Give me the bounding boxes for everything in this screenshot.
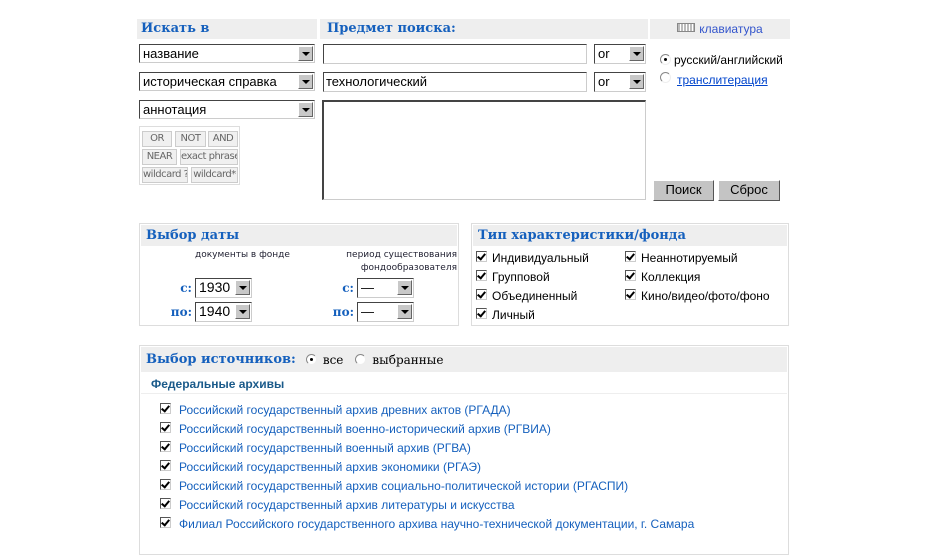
sources-all-label: все xyxy=(322,352,344,367)
source-link[interactable]: Российский государственный архив древних… xyxy=(179,403,511,417)
source-checkbox[interactable] xyxy=(160,517,171,528)
op-near-button[interactable]: NEAR xyxy=(142,149,177,165)
type-checkbox[interactable] xyxy=(625,251,636,262)
sources-all-radio[interactable] xyxy=(305,354,317,365)
type-checkbox[interactable] xyxy=(476,289,487,300)
chevron-down-icon xyxy=(629,74,644,89)
source-link[interactable]: Российский государственный архив экономи… xyxy=(179,460,482,474)
type-checkbox[interactable] xyxy=(476,251,487,262)
reset-button[interactable]: Сброс xyxy=(718,180,780,201)
chevron-down-icon xyxy=(397,304,412,319)
type-title: Тип характеристики/фонда xyxy=(473,225,787,246)
source-checkbox[interactable] xyxy=(160,498,171,509)
field-select-3[interactable]: аннотация xyxy=(139,100,315,119)
period-from-label: с: xyxy=(342,281,354,295)
search-term-1[interactable] xyxy=(323,44,587,64)
sources-header: Выбор источников: все выбранные xyxy=(141,347,787,372)
keyboard-link[interactable]: клавиатура xyxy=(650,19,790,39)
op-wildcard-q-button[interactable]: wildcard ? xyxy=(142,167,188,183)
period-from-select[interactable]: — xyxy=(357,278,414,298)
type-checkbox[interactable] xyxy=(625,289,636,300)
period-label-2: фондообразователя xyxy=(360,263,457,273)
type-label: Объединенный xyxy=(492,289,578,303)
source-checkbox[interactable] xyxy=(160,422,171,433)
chevron-down-icon xyxy=(298,74,313,89)
period-to-label: по: xyxy=(332,305,354,319)
lang-ru-en-radio[interactable] xyxy=(660,54,671,65)
keyboard-icon xyxy=(677,23,696,32)
field-select-1[interactable]: название xyxy=(139,44,315,63)
source-link[interactable]: Филиал Российского государственного архи… xyxy=(179,517,695,531)
chevron-down-icon xyxy=(235,280,250,295)
type-label: Индивидуальный xyxy=(492,251,589,265)
date-panel xyxy=(139,223,459,326)
source-checkbox[interactable] xyxy=(160,441,171,452)
op-not-button[interactable]: NOT xyxy=(175,131,206,147)
source-link[interactable]: Российский государственный военно-истори… xyxy=(179,422,551,436)
operator-buttons-panel xyxy=(139,126,240,185)
search-textarea[interactable] xyxy=(322,100,646,200)
type-label: Кино/видео/фото/фоно xyxy=(641,289,770,303)
search-in-header: Искать в xyxy=(137,19,317,39)
type-panel xyxy=(471,223,789,326)
search-button[interactable]: Поиск xyxy=(653,180,714,201)
divider xyxy=(141,393,787,394)
type-label: Неаннотируемый xyxy=(641,251,738,265)
doc-to-label: по: xyxy=(170,305,192,319)
source-link[interactable]: Российский государственный архив социаль… xyxy=(179,479,629,493)
lang-ru-en-label: русский/английский xyxy=(674,53,783,67)
sources-title: Выбор источников: xyxy=(146,352,296,367)
source-link[interactable]: Российский государственный архив литерат… xyxy=(179,498,515,512)
chevron-down-icon xyxy=(298,46,313,61)
doc-from-label: с: xyxy=(180,281,192,295)
period-to-select[interactable]: — xyxy=(357,302,414,322)
doc-from-select[interactable]: 1930 xyxy=(195,278,252,298)
type-label: Личный xyxy=(492,308,535,322)
sources-selected-label: выбранные xyxy=(372,352,444,367)
field-select-2[interactable]: историческая справка xyxy=(139,72,315,91)
sources-selected-radio[interactable] xyxy=(355,354,367,365)
search-subject-header: Предмет поиска: xyxy=(320,19,648,39)
op-or-button[interactable]: OR xyxy=(142,131,172,147)
type-label: Групповой xyxy=(492,270,550,284)
op-wildcard-star-button[interactable]: wildcard* xyxy=(191,167,238,183)
docs-in-fond-label: документы в фонде xyxy=(195,250,290,260)
source-checkbox[interactable] xyxy=(160,403,171,414)
chevron-down-icon xyxy=(235,304,250,319)
source-link[interactable]: Российский государственный военный архив… xyxy=(179,441,471,455)
type-label: Коллекция xyxy=(641,270,701,284)
source-checkbox[interactable] xyxy=(160,479,171,490)
source-checkbox[interactable] xyxy=(160,460,171,471)
lang-translit-radio[interactable] xyxy=(660,72,671,83)
federal-archives-heading: Федеральные архивы xyxy=(151,377,285,391)
chevron-down-icon xyxy=(629,46,644,61)
type-checkbox[interactable] xyxy=(476,308,487,319)
period-label-1: период существования xyxy=(346,250,457,260)
doc-to-select[interactable]: 1940 xyxy=(195,302,252,322)
chevron-down-icon xyxy=(397,280,412,295)
type-checkbox[interactable] xyxy=(476,270,487,281)
op-and-button[interactable]: AND xyxy=(208,131,238,147)
search-term-2[interactable]: технологический xyxy=(323,72,587,92)
translit-link[interactable]: транслитерация xyxy=(677,73,768,87)
op-exact-phrase-button[interactable]: exact phrase xyxy=(180,149,238,165)
type-checkbox[interactable] xyxy=(625,270,636,281)
operator-select-2[interactable]: or xyxy=(594,72,646,92)
date-title: Выбор даты xyxy=(141,225,457,246)
chevron-down-icon xyxy=(298,102,313,117)
operator-select-1[interactable]: or xyxy=(594,44,646,64)
